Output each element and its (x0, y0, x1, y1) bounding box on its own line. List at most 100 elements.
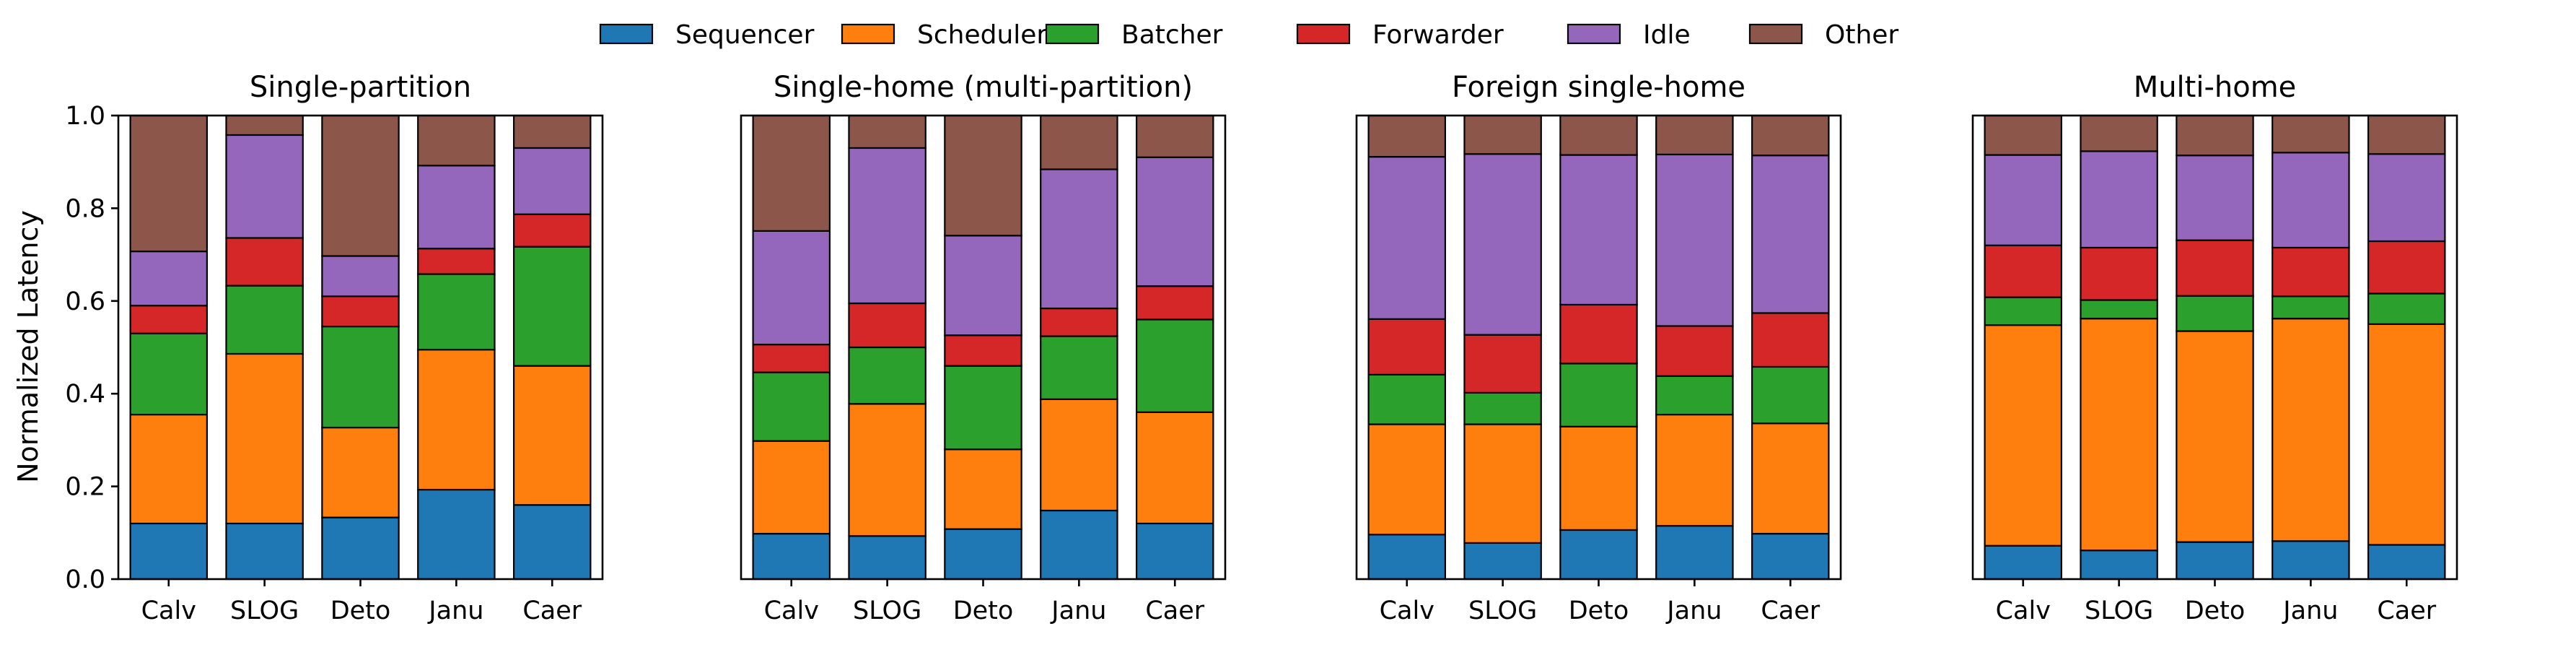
bar-segment-forwarder (1984, 244, 2063, 298)
bar-segment-sequencer (1655, 525, 1734, 581)
bar-slog (848, 114, 926, 581)
bar-segment-other (2367, 114, 2446, 155)
bar-caer (1135, 114, 1214, 581)
bar-segment-sequencer (944, 528, 1022, 581)
x-tick-label: Deto (953, 596, 1014, 625)
legend-swatch (1045, 23, 1100, 45)
legend-swatch (599, 23, 654, 45)
bar-segment-other (2080, 114, 2158, 152)
chart-panels: Single-partition Calv SLOG Deto Janu Caer 0.0 0… (65, 71, 2458, 625)
legend: Sequencer Scheduler Batcher Forwarder Idle Ot… (599, 20, 1898, 50)
bar-segment-other (512, 114, 592, 149)
bar-segment-forwarder (225, 237, 304, 287)
bar-segment-batcher (417, 273, 496, 351)
legend-label: Other (1825, 20, 1898, 50)
bar-caer (1751, 114, 1830, 581)
bar-segment-forwarder (1751, 312, 1830, 368)
bar-segment-scheduler (2176, 330, 2254, 543)
bar-segment-forwarder (1040, 307, 1118, 337)
bar-segment-other (1559, 114, 1638, 156)
bar-segment-other (417, 114, 496, 167)
bar-slog (225, 114, 304, 581)
bar-janu (417, 114, 496, 581)
bar-janu (1040, 114, 1118, 581)
bar-segment-batcher (1463, 391, 1542, 425)
bar-segment-idle (2367, 153, 2446, 243)
bar-segment-scheduler (2367, 323, 2446, 546)
x-tick-label: Janu (1050, 596, 1106, 625)
bar-segment-sequencer (512, 504, 592, 581)
bar-segment-idle (2080, 150, 2158, 249)
bar-segment-sequencer (225, 522, 304, 581)
y-axis-label: Normalized Latency (12, 210, 44, 483)
bar-segment-batcher (944, 365, 1022, 451)
bar-segment-batcher (2367, 292, 2446, 326)
panel-title: Single-home (multi-partition) (774, 71, 1193, 104)
panel-multi-home: Multi-home Calv SLOG Deto Janu Caer (1971, 71, 2458, 625)
bar-segment-batcher (2271, 295, 2350, 320)
bar-segment-scheduler (2080, 318, 2158, 552)
y-tick-label: 0.4 (65, 380, 105, 409)
x-tick-label: Caer (1145, 596, 1204, 625)
bar-deto (321, 114, 400, 581)
bar-segment-sequencer (1040, 509, 1118, 581)
bar-segment-sequencer (321, 516, 400, 581)
panel-single-partition: Single-partition Calv SLOG Deto Janu Caer 0.0 0… (65, 71, 604, 625)
bar-segment-forwarder (512, 213, 592, 248)
bar-segment-other (1367, 114, 1447, 158)
panel-title: Multi-home (2134, 71, 2297, 104)
bar-segment-other (2176, 114, 2254, 157)
panel-single-home-multi-partition: Single-home (multi-partition) Calv SLOG Det… (740, 71, 1227, 625)
bar-segment-idle (1135, 156, 1214, 287)
bar-segment-batcher (1559, 362, 1638, 427)
bar-segment-forwarder (417, 248, 496, 275)
bar-caer (2367, 114, 2446, 581)
plot-frame (740, 114, 1227, 581)
bar-segment-scheduler (225, 352, 304, 525)
bar-segment-forwarder (1367, 318, 1447, 375)
bar-janu (2271, 114, 2350, 581)
bar-segment-forwarder (848, 302, 926, 349)
bar-segment-batcher (129, 332, 209, 416)
bar-segment-scheduler (321, 426, 400, 518)
legend-label: Sequencer (675, 20, 815, 50)
plot-frame (1971, 114, 2458, 581)
bar-segment-idle (1984, 154, 2063, 246)
bar-segment-batcher (512, 246, 592, 367)
bar-segment-scheduler (129, 413, 209, 525)
legend-swatch (1748, 23, 1803, 45)
bar-deto (2176, 114, 2254, 581)
bar-calv (1367, 114, 1447, 581)
bar-segment-idle (944, 235, 1022, 336)
bar-segment-scheduler (1463, 423, 1542, 544)
bar-segment-batcher (848, 346, 926, 405)
bar-segment-other (944, 114, 1022, 237)
y-tick-label: 1.0 (65, 102, 105, 131)
bar-segment-sequencer (129, 522, 209, 581)
x-tick-label: Calv (141, 596, 196, 625)
bar-segment-batcher (1367, 373, 1447, 425)
bar-segment-other (225, 114, 304, 136)
bar-segment-sequencer (848, 535, 926, 581)
x-tick-label: SLOG (853, 596, 921, 625)
bar-segment-other (1463, 114, 1542, 155)
bar-segment-batcher (1751, 365, 1830, 425)
bar-segment-sequencer (2080, 550, 2158, 581)
bar-segment-sequencer (1463, 542, 1542, 581)
legend-item-scheduler: Scheduler (841, 20, 1047, 50)
legend-label: Idle (1643, 20, 1691, 50)
x-tick-label: Calv (1380, 596, 1434, 625)
bar-segment-scheduler (1984, 324, 2063, 547)
bar-segment-idle (1655, 153, 1734, 327)
legend-label: Forwarder (1372, 20, 1504, 50)
panel-foreign-single-home: Foreign single-home Calv SLOG Deto Janu Caer (1355, 71, 1842, 625)
legend-label: Batcher (1121, 20, 1223, 50)
panel-title: Single-partition (250, 71, 471, 104)
bar-segment-scheduler (848, 403, 926, 537)
bar-segment-other (129, 114, 209, 253)
bar-segment-other (321, 114, 400, 257)
bar-segment-batcher (1655, 375, 1734, 416)
x-tick-label: Janu (1665, 596, 1722, 625)
bar-segment-scheduler (512, 365, 592, 506)
